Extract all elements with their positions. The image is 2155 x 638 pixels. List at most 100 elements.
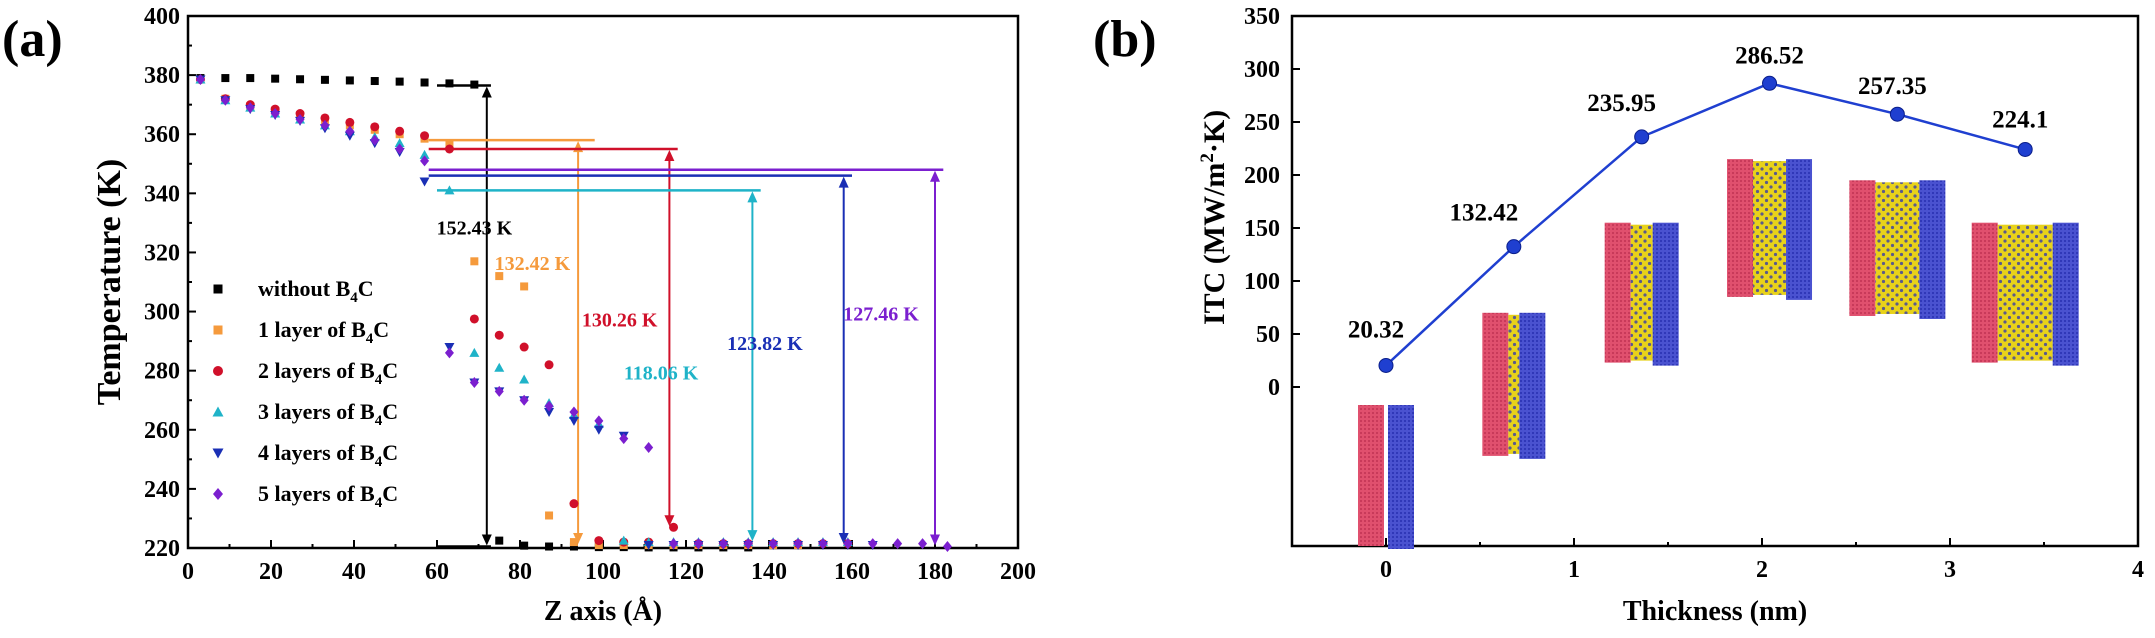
data-point — [345, 125, 355, 137]
data-point — [644, 442, 654, 454]
thermal-layer-blue — [2052, 222, 2079, 366]
data-point — [544, 400, 554, 412]
b4c-layer — [1875, 182, 1920, 314]
data-point — [1506, 239, 1522, 255]
b4c-layer — [1753, 161, 1787, 295]
legend-label-part: 4 layers of B — [258, 440, 375, 465]
data-value-label: 224.1 — [1992, 106, 2048, 133]
data-point — [868, 538, 878, 550]
y-tick-label: 0 — [1268, 375, 1280, 401]
arrow-head-up — [838, 176, 849, 188]
thermal-layer-red — [1849, 180, 1876, 316]
x-tick-label: 1 — [1568, 557, 1580, 583]
legend-label-part: 2 layers of B — [258, 358, 375, 383]
y-tick-label: 380 — [144, 63, 180, 89]
delta-t-label: 132.42 K — [495, 253, 571, 275]
data-point — [569, 406, 579, 418]
legend-label-part: C — [382, 358, 398, 383]
arrow-head-down — [838, 533, 849, 545]
legend-label-part: C — [358, 276, 374, 301]
data-value-label: 20.32 — [1348, 316, 1404, 343]
panel-a-label: (a) — [2, 11, 63, 68]
legend-marker — [213, 325, 223, 335]
delta-t-label: 127.46 K — [843, 303, 919, 325]
arrow-head-up — [664, 150, 675, 161]
x-axis-title: Thickness (nm) — [1623, 596, 1807, 627]
y-tick-label: 200 — [1244, 163, 1280, 189]
data-point — [469, 314, 479, 324]
data-point — [494, 362, 505, 372]
y-tick-label: 280 — [144, 359, 180, 385]
series-5 — [195, 74, 952, 553]
thermal-layer-blue — [1652, 222, 1679, 366]
y-tick-label: 350 — [1244, 4, 1280, 30]
data-point — [370, 134, 380, 146]
y-axis-title: Temperature (K) — [91, 159, 128, 405]
x-tick-label: 60 — [425, 559, 449, 585]
interface-structure-illustrations — [1358, 159, 2079, 549]
data-point — [420, 78, 429, 87]
data-point — [843, 538, 853, 550]
data-point — [569, 499, 579, 509]
legend-label-part: 3 layers of B — [258, 399, 375, 424]
data-point — [519, 394, 529, 406]
data-point — [370, 77, 379, 86]
x-tick-label: 80 — [508, 559, 532, 585]
b4c-layer — [1508, 314, 1520, 454]
legend-marker — [213, 284, 223, 294]
b4c-layer — [1997, 224, 2053, 361]
data-point — [718, 538, 728, 550]
data-point — [494, 330, 504, 340]
x-tick-label: 40 — [342, 559, 366, 585]
data-point — [544, 360, 554, 370]
delta-t-annotation: 123.82 K — [428, 174, 852, 545]
data-point — [519, 374, 530, 384]
x-tick-label: 160 — [834, 559, 870, 585]
data-point — [818, 538, 828, 550]
data-point — [568, 416, 579, 426]
data-point — [345, 76, 354, 85]
y-axis-title-part: 2 — [1197, 153, 1218, 163]
y-axis-title-part: ·K) — [1198, 110, 1231, 153]
panel-b-label: (b) — [1093, 11, 1157, 68]
data-point — [793, 538, 803, 550]
y-tick-label: 360 — [144, 122, 180, 148]
delta-t-label: 123.82 K — [727, 333, 803, 355]
data-value-label: 286.52 — [1735, 42, 1804, 69]
data-point — [395, 126, 405, 136]
x-axis-title: Z axis (Å) — [544, 596, 662, 627]
temperature-profile-chart: 0 20 40 60 80 100 120 140 160 180 200 220 240 260 280 3… — [91, 4, 1036, 627]
data-value-label: 235.95 — [1587, 90, 1656, 117]
legend-label-part: 1 layer of B — [258, 317, 366, 342]
y-tick-label: 250 — [1244, 110, 1280, 136]
data-point — [594, 536, 604, 546]
data-point — [743, 538, 753, 550]
data-point — [295, 113, 305, 125]
data-point — [295, 109, 305, 119]
data-point — [942, 541, 952, 553]
delta-t-label: 118.06 K — [624, 363, 699, 385]
data-point — [394, 138, 405, 148]
legend-marker — [213, 366, 223, 376]
legend-label-part: 4 — [375, 413, 383, 429]
data-point — [320, 75, 329, 84]
legend-label: 4 layers of B4C — [258, 440, 398, 470]
y-tick-label: 400 — [144, 4, 180, 30]
series-1 — [196, 75, 803, 550]
arrow-head-up — [930, 170, 940, 182]
y-tick-label: 300 — [1244, 57, 1280, 83]
x-tick-label: 20 — [259, 559, 283, 585]
data-point — [395, 143, 405, 155]
y-axis-title-part: ITC (MW/m — [1198, 163, 1231, 325]
delta-t-label: 152.43 K — [437, 218, 513, 240]
thermal-layer-blue — [1786, 159, 1813, 300]
legend-label-part: without B — [258, 276, 351, 301]
data-point — [643, 541, 654, 551]
arrow-head-down — [747, 530, 758, 542]
data-point — [370, 122, 380, 132]
y-tick-label: 240 — [144, 477, 180, 503]
x-tick-label: 200 — [1000, 559, 1036, 585]
data-point — [593, 425, 604, 435]
data-point — [893, 538, 903, 550]
x-tick-label: 4 — [2132, 557, 2144, 583]
